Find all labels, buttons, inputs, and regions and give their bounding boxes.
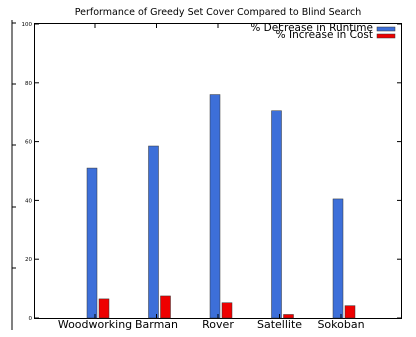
bars-group: [86, 94, 356, 319]
y-tick-label: 80: [25, 81, 32, 87]
x-category-label: Woodworking: [58, 318, 132, 331]
bar-cost-increase: [344, 305, 356, 319]
bar-runtime-decrease: [271, 110, 282, 319]
y-tick-label: 60: [25, 140, 32, 146]
legend: % Decrease in Runtime % Increase in Cost: [250, 22, 396, 41]
y-tick-label: 20: [25, 257, 32, 263]
x-category-label: Barman: [135, 318, 178, 331]
bar-runtime-decrease: [209, 94, 221, 319]
bar-runtime-decrease: [86, 167, 98, 319]
legend-swatch-cost: [376, 33, 396, 39]
chart-title: Performance of Greedy Set Cover Compared…: [75, 7, 361, 18]
bar-cost-increase: [221, 302, 233, 319]
y-axis-ticks: 0 20 40 60 80 100: [22, 22, 401, 322]
bar-cost-increase: [160, 295, 171, 319]
y-tick-label: 40: [25, 198, 32, 204]
bar-runtime-decrease: [332, 198, 344, 319]
legend-swatch-runtime: [376, 26, 396, 32]
x-category-label: Sokoban: [317, 318, 364, 331]
x-category-label: Rover: [202, 318, 234, 331]
x-category-label: Satellite: [257, 318, 302, 331]
bar-cost-increase: [283, 314, 294, 319]
plot-frame: [34, 23, 402, 319]
legend-label-runtime: % Decrease in Runtime: [250, 22, 373, 34]
bar-runtime-decrease: [148, 145, 159, 319]
y-tick-label: 100: [22, 22, 33, 28]
bar-cost-increase: [98, 298, 110, 319]
y-tick-label: 0: [29, 316, 33, 322]
x-axis-labels: Woodworking Barman Rover Satellite Sokoban: [58, 24, 365, 331]
legend-label-cost: % Increase in Cost: [276, 29, 373, 41]
